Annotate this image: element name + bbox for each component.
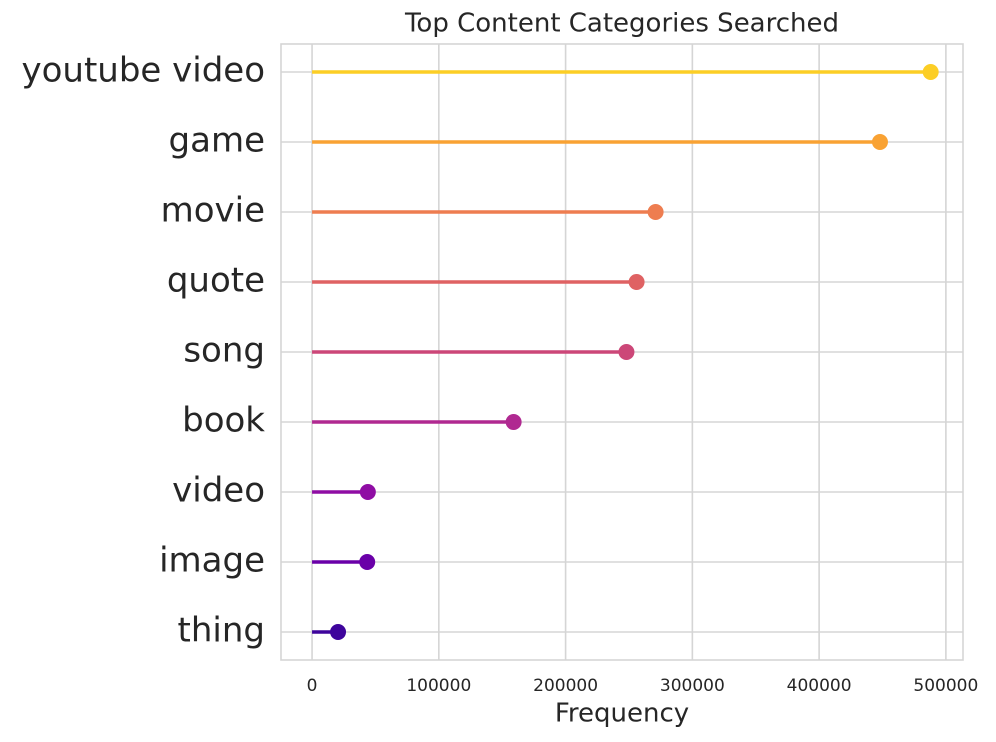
y-tick-label: game <box>169 121 265 161</box>
dot <box>618 344 635 360</box>
y-tick-label: book <box>182 401 265 441</box>
dot <box>359 484 376 500</box>
dot <box>647 204 664 220</box>
y-tick-label: image <box>159 541 265 581</box>
chart-title: Top Content Categories Searched <box>404 9 839 39</box>
dot <box>628 274 645 290</box>
y-tick-label: movie <box>161 191 265 231</box>
x-tick-label: 0 <box>307 676 318 696</box>
dot <box>871 134 888 150</box>
y-tick-label: youtube video <box>21 51 265 91</box>
x-tick-label: 300000 <box>660 676 725 696</box>
y-tick-label: video <box>172 471 265 511</box>
x-tick-label: 200000 <box>533 676 598 696</box>
dot <box>330 624 347 640</box>
y-tick-label: quote <box>167 261 265 301</box>
dot <box>505 414 522 430</box>
x-tick-label: 500000 <box>913 676 978 696</box>
y-tick-label: song <box>183 331 265 371</box>
x-tick-label: 100000 <box>406 676 471 696</box>
y-tick-label: thing <box>178 611 265 651</box>
x-axis-label: Frequency <box>555 699 689 729</box>
dot <box>359 554 376 570</box>
dot <box>922 64 939 80</box>
x-tick-label: 400000 <box>787 676 852 696</box>
